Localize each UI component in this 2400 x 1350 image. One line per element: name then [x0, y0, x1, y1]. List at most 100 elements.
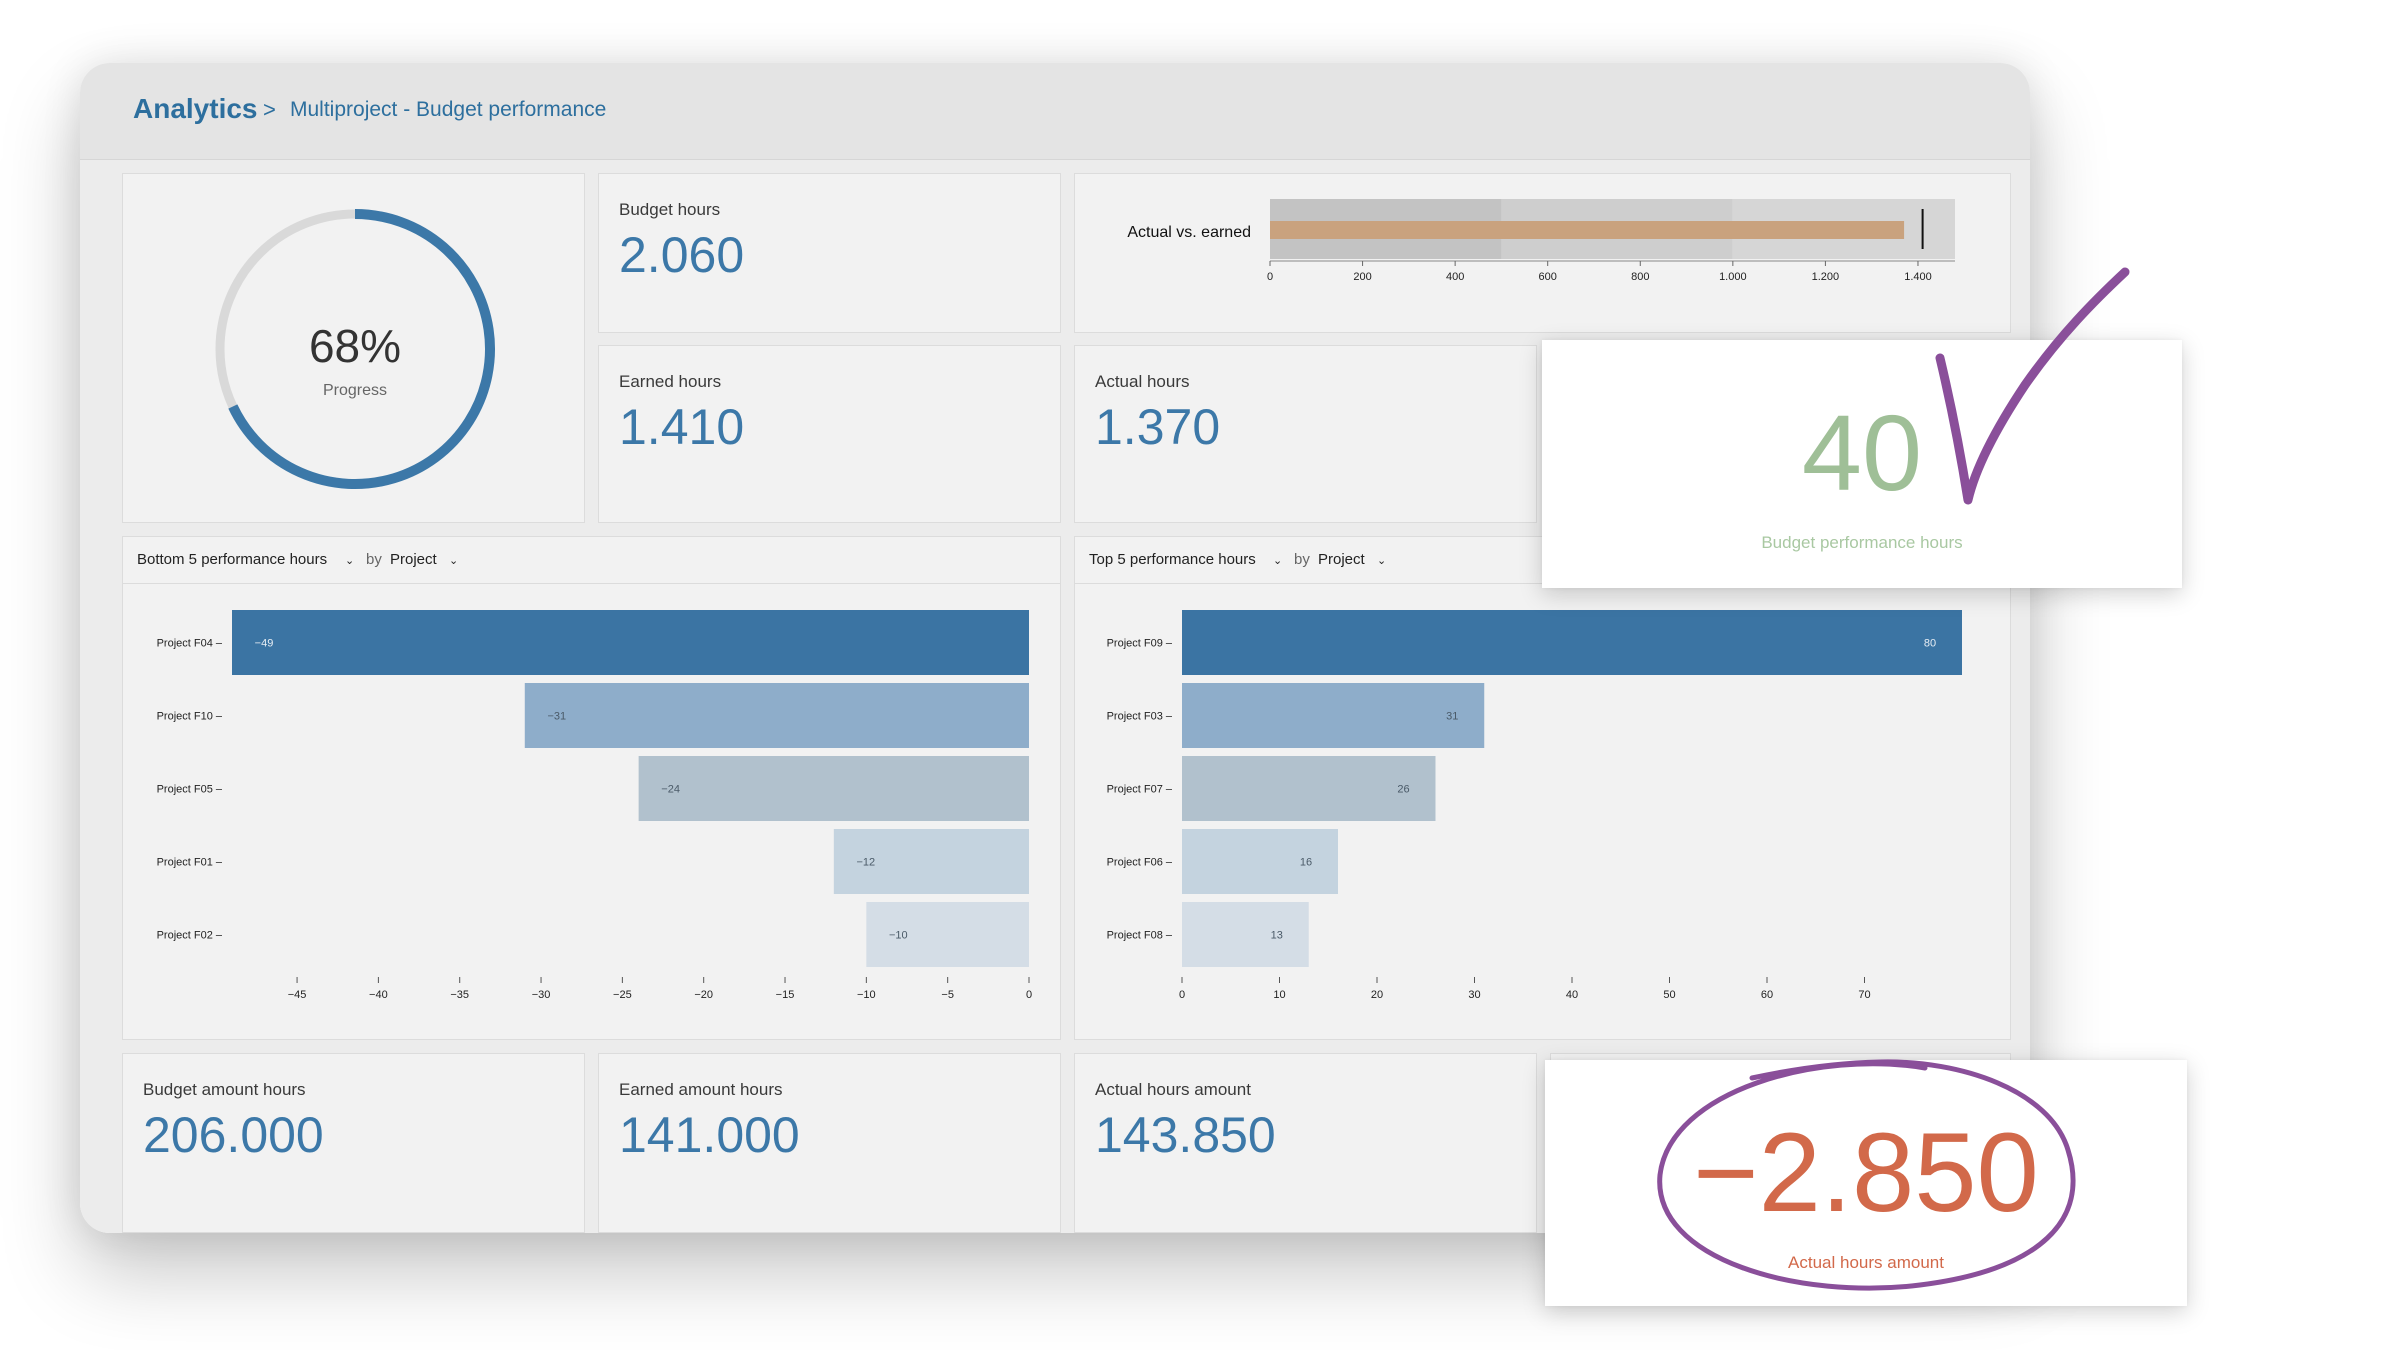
bullet-tick-label: 1.200 — [1812, 271, 1840, 283]
bar-value-label: −31 — [547, 711, 566, 723]
bar-value-label: 31 — [1446, 711, 1458, 723]
x-tick-label: 30 — [1468, 989, 1480, 1001]
bar — [1182, 610, 1962, 675]
bullet-tick-label: 1.400 — [1904, 271, 1932, 283]
x-tick-label: 40 — [1566, 989, 1578, 1001]
bar-value-label: 16 — [1300, 857, 1312, 869]
x-tick-label: 60 — [1761, 989, 1773, 1001]
actual-hours-amount-callout: −2.850 Actual hours amount — [1545, 1060, 2187, 1306]
category-label: Project F01 – — [157, 857, 223, 869]
category-label: Project F09 – — [1107, 638, 1173, 650]
top-five-bar-chart: Project F09 – 80 Project F03 – 31 Project F0… — [1107, 610, 1962, 1001]
bullet-tick-label: 400 — [1446, 271, 1464, 283]
x-tick-label: 0 — [1179, 989, 1185, 1001]
x-tick-label: −5 — [941, 989, 954, 1001]
actual-hours-amount-label: Actual hours amount — [1095, 1080, 1251, 1099]
top-five-chart-header: Top 5 performance hours ⌄ by Project ⌄ — [1075, 537, 2010, 584]
bar — [1182, 829, 1338, 894]
category-label: Project F03 – — [1107, 711, 1173, 723]
bullet-chart-title: Actual vs. earned — [1127, 224, 1251, 241]
category-label: Project F10 – — [157, 711, 223, 723]
bar-value-label: −24 — [661, 784, 680, 796]
actual-hours-amount-delta-value: −2.850 — [1693, 1110, 2039, 1235]
app-window: Analytics > Multiproject - Budget perfor… — [80, 63, 2030, 1233]
bullet-tick-label: 800 — [1631, 271, 1649, 283]
x-tick-label: −25 — [613, 989, 632, 1001]
bar-value-label: −49 — [255, 638, 274, 650]
x-tick-label: −45 — [288, 989, 307, 1001]
chevron-down-icon[interactable]: ⌄ — [449, 555, 459, 567]
actual-hours-amount-value: 143.850 — [1095, 1107, 1276, 1163]
page-title: Multiproject - Budget performance — [290, 98, 607, 121]
budget-performance-callout: 40 Budget performance hours — [1542, 340, 2182, 588]
bar-value-label: −10 — [889, 930, 908, 942]
bullet-target-marker — [1921, 209, 1924, 249]
chevron-down-icon[interactable]: ⌄ — [345, 555, 355, 567]
breadcrumb-separator: > — [263, 97, 276, 122]
actual-hours-amount-delta-label: Actual hours amount — [1788, 1253, 1944, 1272]
progress-label: Progress — [323, 382, 387, 399]
x-tick-label: −40 — [369, 989, 388, 1001]
progress-arc — [228, 209, 495, 489]
budget-hours-label: Budget hours — [619, 200, 721, 219]
top-five-chart-card: Top 5 performance hours ⌄ by Project ⌄ P… — [1074, 536, 2011, 1040]
bottom-five-dimension-select[interactable]: Project — [390, 551, 437, 568]
x-tick-label: −20 — [694, 989, 713, 1001]
bar — [638, 756, 1029, 821]
bar — [232, 610, 1029, 675]
earned-hours-value: 1.410 — [619, 399, 745, 455]
x-tick-label: 0 — [1026, 989, 1032, 1001]
progress-gauge: 68% Progress — [215, 209, 495, 489]
bullet-actual-bar — [1270, 221, 1905, 239]
category-label: Project F07 – — [1107, 784, 1173, 796]
top-bar: Analytics > Multiproject - Budget perfor… — [80, 63, 2030, 160]
bullet-chart: Actual vs. earned 0 200 400 600 800 1.000 1.200… — [1127, 199, 1955, 283]
bottom-five-by-label: by — [366, 551, 382, 568]
x-tick-label: −35 — [450, 989, 469, 1001]
bar-value-label: 26 — [1397, 784, 1409, 796]
budget-hours-value: 2.060 — [619, 227, 745, 283]
x-tick-label: 10 — [1273, 989, 1285, 1001]
bar — [1182, 683, 1485, 748]
top-five-by-label: by — [1294, 551, 1310, 568]
bar-value-label: −12 — [856, 857, 875, 869]
x-tick-label: −10 — [857, 989, 876, 1001]
bullet-tick-label: 200 — [1353, 271, 1371, 283]
actual-hours-amount-card: Actual hours amount 143.850 — [1074, 1053, 1537, 1233]
bar — [1182, 756, 1436, 821]
chevron-down-icon[interactable]: ⌄ — [1273, 555, 1283, 567]
dashboard-grid: 68% Progress Budget hours 2.060 Actual v… — [80, 160, 2030, 1233]
actual-vs-earned-card: Actual vs. earned 0 200 400 600 800 1.000 1.200… — [1074, 173, 2011, 333]
chevron-down-icon[interactable]: ⌄ — [1377, 555, 1387, 567]
actual-hours-label: Actual hours — [1095, 372, 1190, 391]
actual-hours-value: 1.370 — [1095, 399, 1221, 455]
breadcrumb-analytics-link[interactable]: Analytics — [133, 93, 258, 124]
x-tick-label: −15 — [776, 989, 795, 1001]
bar-value-label: 80 — [1924, 638, 1936, 650]
progress-card: 68% Progress — [122, 173, 585, 523]
category-label: Project F08 – — [1107, 930, 1173, 942]
category-label: Project F02 – — [157, 930, 223, 942]
category-label: Project F05 – — [157, 784, 223, 796]
x-tick-label: 20 — [1371, 989, 1383, 1001]
x-tick-label: 50 — [1663, 989, 1675, 1001]
actual-hours-card: Actual hours 1.370 — [1074, 345, 1537, 523]
budget-hours-card: Budget hours 2.060 — [598, 173, 1061, 333]
category-label: Project F04 – — [157, 638, 223, 650]
bullet-tick-label: 0 — [1267, 271, 1273, 283]
progress-value: 68% — [309, 320, 401, 372]
earned-hours-card: Earned hours 1.410 — [598, 345, 1061, 523]
budget-amount-hours-label: Budget amount hours — [143, 1080, 306, 1099]
bar — [1182, 902, 1309, 967]
bullet-tick-label: 1.000 — [1719, 271, 1747, 283]
bottom-five-metric-select[interactable]: Bottom 5 performance hours — [137, 551, 328, 568]
earned-hours-label: Earned hours — [619, 372, 722, 391]
bar — [524, 683, 1029, 748]
top-five-dimension-select[interactable]: Project — [1318, 551, 1365, 568]
budget-amount-hours-value: 206.000 — [143, 1107, 324, 1163]
earned-amount-hours-label: Earned amount hours — [619, 1080, 783, 1099]
earned-amount-hours-card: Earned amount hours 141.000 — [598, 1053, 1061, 1233]
top-five-metric-select[interactable]: Top 5 performance hours — [1089, 551, 1256, 568]
x-tick-label: −30 — [532, 989, 551, 1001]
bottom-five-chart-card: Bottom 5 performance hours ⌄ by Project … — [122, 536, 1061, 1040]
